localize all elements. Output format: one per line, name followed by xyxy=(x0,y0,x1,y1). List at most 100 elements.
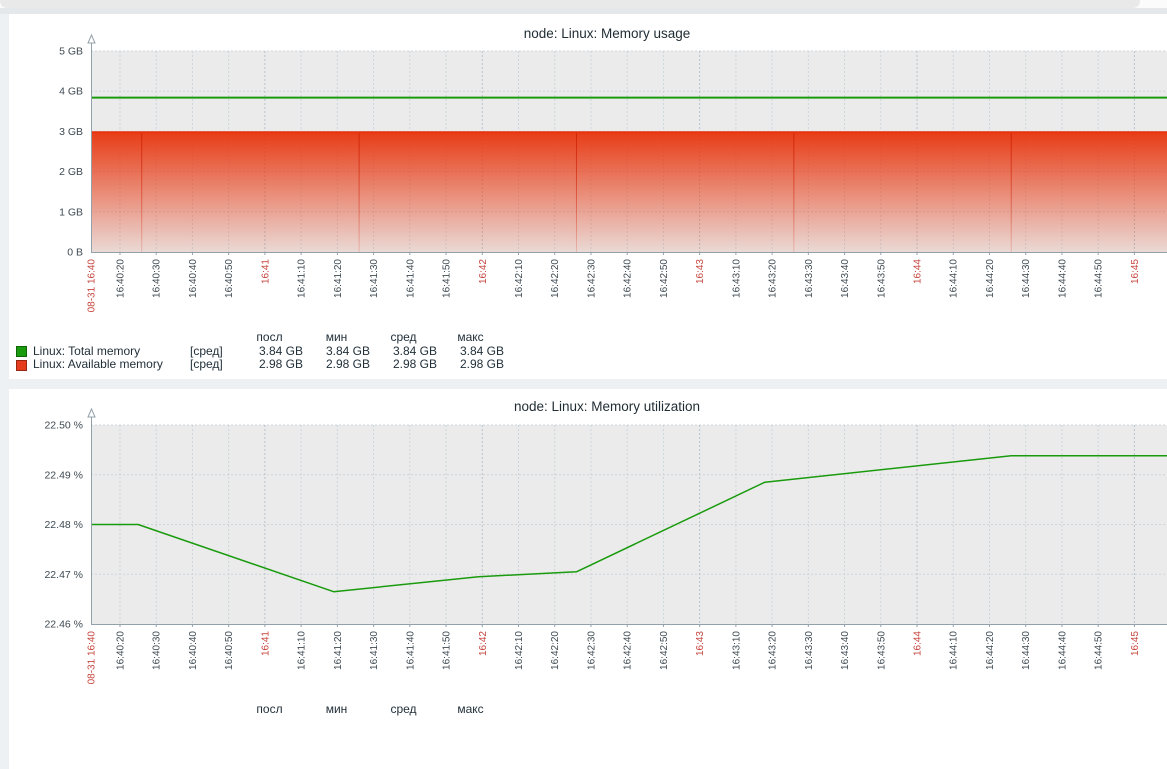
x-tick-label: 16:43:20 xyxy=(768,259,779,298)
y-tick-label: 4 GB xyxy=(59,86,83,98)
x-tick-label: 16:42 xyxy=(478,631,489,656)
legend-column-header: мин xyxy=(325,702,348,716)
legend-stat-value: 3.84 GB xyxy=(392,343,437,358)
x-tick-label: 16:43:40 xyxy=(840,631,851,670)
y-tick-label: 22.49 % xyxy=(44,469,83,481)
x-tick-label: 16:41:50 xyxy=(442,631,453,670)
x-tick-label: 16:42:40 xyxy=(623,259,634,298)
y-tick-label: 22.46 % xyxy=(44,619,83,631)
x-tick-label: 16:41:40 xyxy=(405,259,416,298)
x-tick-label: 16:44:20 xyxy=(985,259,996,298)
x-tick-label: 16:43:10 xyxy=(731,259,742,298)
x-tick-label: 16:42:10 xyxy=(514,631,525,670)
x-tick-label: 16:40:20 xyxy=(115,631,126,670)
x-tick-label: 16:43:30 xyxy=(804,631,815,670)
x-tick-label: 16:41:30 xyxy=(369,631,380,670)
legend-column-header: сред xyxy=(390,702,417,716)
x-tick-label: 16:41:30 xyxy=(369,259,380,298)
y-tick-label: 1 GB xyxy=(59,206,83,218)
x-tick-label: 16:42:20 xyxy=(550,631,561,670)
x-tick-label: 16:40:40 xyxy=(188,631,199,670)
y-tick-label: 0 B xyxy=(67,247,83,259)
x-tick-label: 16:41:10 xyxy=(297,259,308,298)
legend-series-label: Linux: Total memory xyxy=(33,343,141,358)
legend-column-header: макс xyxy=(457,330,484,344)
legend-color-swatch-icon xyxy=(16,346,27,358)
x-tick-label: 16:43:20 xyxy=(768,631,779,670)
series-area xyxy=(91,132,1167,252)
memory-usage-widget: 16:40:20 16:40:30 16:40:40 16:40:50 16:41 16:… xyxy=(9,14,1167,379)
x-tick-label: 16:44:30 xyxy=(1021,259,1032,298)
x-tick-label: 16:42:10 xyxy=(514,259,525,298)
memory-usage-graph[interactable]: 16:40:20 16:40:30 16:40:40 16:40:50 16:41 16:… xyxy=(9,14,1167,326)
x-tick-label: 16:43:10 xyxy=(731,631,742,670)
legend-column-header: посл xyxy=(256,330,283,344)
x-tick-label: 16:42:50 xyxy=(659,631,670,670)
legend-stat-value: 2.98 GB xyxy=(258,357,303,372)
x-start-date-label: 08-31 16:40 xyxy=(87,259,98,313)
legend-color-swatch-icon xyxy=(16,359,27,371)
y-axis-arrow-icon xyxy=(87,33,96,44)
previous-widget-bottom-bar xyxy=(0,0,1140,8)
y-tick-label: 3 GB xyxy=(59,126,83,138)
legend-stat-value: 2.98 GB xyxy=(325,357,370,372)
legend-stat-value: 2.98 GB xyxy=(392,357,437,372)
x-tick-label: 16:40:20 xyxy=(115,259,126,298)
x-tick-label: 16:41:20 xyxy=(333,259,344,298)
x-tick-label: 16:41:40 xyxy=(405,631,416,670)
chart-title: node: Linux: Memory usage xyxy=(524,26,691,41)
x-tick-label: 16:42:20 xyxy=(550,259,561,298)
x-tick-label: 16:43:50 xyxy=(876,259,887,298)
memory-utilization-graph[interactable]: 16:40:20 16:40:30 16:40:40 16:40:50 16:41 16:… xyxy=(9,389,1167,699)
legend-stat-value: 3.84 GB xyxy=(258,343,303,358)
x-tick-label: 16:40:30 xyxy=(152,631,163,670)
x-start-date-label: 08-31 16:40 xyxy=(87,631,98,685)
memory-utilization-legend: посл мин сред макс xyxy=(16,702,504,717)
x-tick-label: 16:41:50 xyxy=(442,259,453,298)
x-tick-label: 16:43:30 xyxy=(804,259,815,298)
x-tick-label: 16:43:40 xyxy=(840,259,851,298)
x-tick-label: 16:42:40 xyxy=(623,631,634,670)
x-tick-label: 16:41:10 xyxy=(297,631,308,670)
legend-aggregation-label: [сред] xyxy=(190,357,223,372)
chart-title: node: Linux: Memory utilization xyxy=(514,399,700,414)
legend-column-header: сред xyxy=(390,330,417,344)
x-tick-label: 16:44 xyxy=(913,631,924,656)
x-tick-label: 16:40:40 xyxy=(188,259,199,298)
series-line xyxy=(91,455,1167,593)
legend-header-row: посл мин сред макс xyxy=(16,330,504,345)
y-tick-label: 2 GB xyxy=(59,166,83,178)
memory-usage-legend: посл мин сред макс Linux: Total memory [сред]… xyxy=(16,330,504,372)
x-tick-label: 16:40:30 xyxy=(152,259,163,298)
x-tick-label: 16:43 xyxy=(695,631,706,656)
x-tick-label: 16:41 xyxy=(260,259,271,284)
legend-aggregation-label: [сред] xyxy=(190,343,223,358)
legend-column-header: посл xyxy=(256,702,283,716)
x-tick-label: 16:43 xyxy=(695,259,706,284)
x-tick-label: 16:44 xyxy=(913,259,924,284)
x-tick-label: 16:44:40 xyxy=(1057,259,1068,298)
x-tick-label: 16:44:40 xyxy=(1057,631,1068,670)
memory-utilization-widget: 16:40:20 16:40:30 16:40:40 16:40:50 16:41 16:… xyxy=(9,389,1167,769)
x-tick-label: 16:40:50 xyxy=(224,259,235,298)
x-tick-label: 16:44:10 xyxy=(949,631,960,670)
legend-stat-value: 2.98 GB xyxy=(459,357,504,372)
legend-stat-value: 3.84 GB xyxy=(325,343,370,358)
x-tick-label: 16:44:30 xyxy=(1021,631,1032,670)
legend-stat-value: 3.84 GB xyxy=(459,343,504,358)
x-tick-label: 16:45 xyxy=(1130,259,1141,284)
x-tick-label: 16:42:30 xyxy=(586,259,597,298)
x-tick-label: 16:44:10 xyxy=(949,259,960,298)
y-tick-label: 5 GB xyxy=(59,46,83,58)
y-tick-label: 22.47 % xyxy=(44,569,83,581)
y-tick-label: 22.48 % xyxy=(44,519,83,531)
x-tick-label: 16:42:30 xyxy=(586,631,597,670)
legend-column-header: макс xyxy=(457,702,484,716)
legend-series-label: Linux: Available memory xyxy=(33,357,163,372)
x-tick-label: 16:45 xyxy=(1130,631,1141,656)
legend-column-header: мин xyxy=(325,330,348,344)
y-tick-label: 22.50 % xyxy=(44,420,83,432)
x-tick-label: 16:44:50 xyxy=(1094,259,1105,298)
x-tick-label: 16:43:50 xyxy=(876,631,887,670)
top-strip xyxy=(0,0,1167,8)
